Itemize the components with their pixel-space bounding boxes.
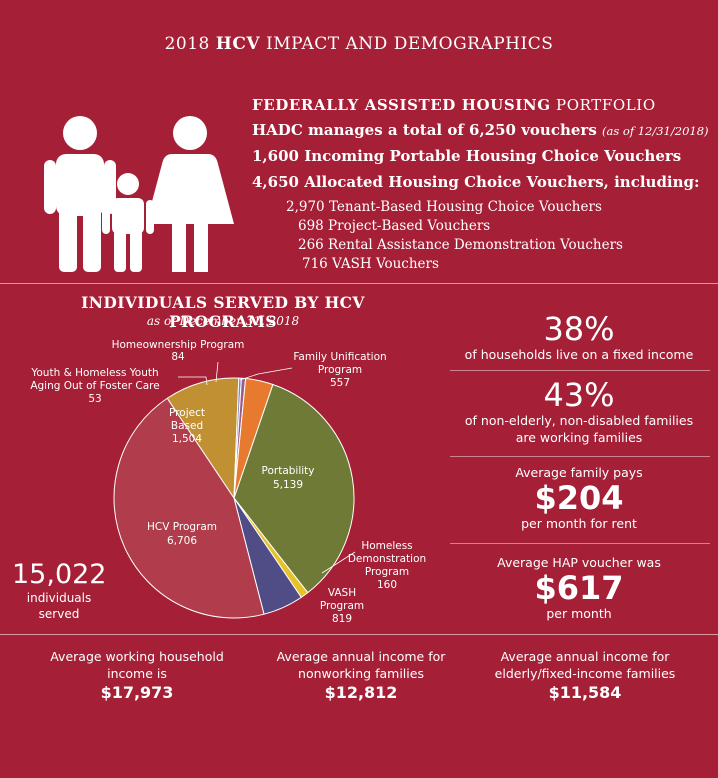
- hap-unit: per month: [546, 606, 612, 621]
- working-income-stat: Average working household income is $17,…: [22, 648, 252, 704]
- label-family-unification-name1: Family Unification: [293, 351, 386, 363]
- project-based-line: 698 Project-Based Vouchers: [298, 218, 491, 234]
- fixed-income-pct: 38%: [543, 310, 615, 348]
- rent-value: $204: [534, 479, 624, 517]
- label-project-based-name1: Project: [169, 407, 205, 419]
- elderly-income-stat: Average annual income for elderly/fixed-…: [470, 648, 700, 704]
- elderly-income-value: $11,584: [548, 683, 622, 702]
- fixed-income-text: of households live on a fixed income: [464, 347, 694, 362]
- working-families-text2: are working families: [515, 430, 643, 445]
- total-vouchers: HADC manages a total of 6,250 vouchers (…: [252, 121, 709, 139]
- hap-stat: Average HAP voucher was $617 per month: [440, 554, 718, 622]
- label-vash-name1: VASH: [328, 587, 356, 599]
- working-families-pct: 43%: [543, 376, 615, 414]
- family-icon: [44, 116, 234, 272]
- label-homeownership-name: Homeownership Program: [112, 339, 245, 351]
- pie-slice-portability: [233, 383, 355, 594]
- allocated-vouchers: 4,650 Allocated Housing Choice Vouchers,…: [252, 173, 700, 191]
- fixed-income-stat: 38% of households live on a fixed income: [440, 312, 718, 363]
- nonworking-income-line1: Average annual income for: [276, 649, 446, 664]
- working-income-line1: Average working household: [50, 649, 224, 664]
- label-portability-value: 5,139: [273, 479, 303, 491]
- label-hcv-value: 6,706: [167, 535, 197, 547]
- hap-value: $617: [534, 569, 624, 607]
- tenant-based-line: 2,970 Tenant-Based Housing Choice Vouche…: [286, 199, 602, 215]
- nonworking-income-stat: Average annual income for nonworking fam…: [246, 648, 476, 704]
- label-portability-name: Portability: [262, 465, 315, 477]
- label-family-unification-value: 557: [330, 377, 350, 389]
- label-youth-name1: Youth & Homeless Youth: [30, 367, 158, 379]
- working-income-line2: income is: [107, 666, 167, 681]
- label-homeless-demo-name1: Homeless: [361, 540, 412, 552]
- pie-slice-project-based: [166, 377, 240, 500]
- label-hcv-name: HCV Program: [147, 521, 217, 533]
- label-vash-name2: Program: [320, 600, 364, 612]
- stat-divider: [450, 370, 710, 371]
- elderly-income-line1: Average annual income for: [500, 649, 670, 664]
- label-youth-name2: Aging Out of Foster Care: [30, 380, 159, 392]
- nonworking-income-value: $12,812: [324, 683, 398, 702]
- rent-label: Average family pays: [515, 465, 643, 480]
- label-project-based-value: 1,504: [172, 433, 202, 445]
- total-individuals-label: individuals served: [26, 591, 92, 621]
- label-vash-value: 819: [332, 613, 352, 625]
- nonworking-income-line2: nonworking families: [298, 666, 424, 681]
- label-homeless-demo-value: 160: [377, 579, 397, 591]
- label-project-based-name2: Based: [171, 420, 203, 432]
- pie-slices: [113, 377, 355, 619]
- rent-unit: per month for rent: [521, 516, 637, 531]
- pie-slice-family-unification-program: [233, 378, 274, 499]
- label-family-unification-name2: Program: [318, 364, 362, 376]
- pie-slice-hcv-program: [113, 397, 265, 619]
- label-homeless-demo-name3: Program: [365, 566, 409, 578]
- total-individuals: 15,022 individuals served: [12, 560, 112, 622]
- stat-divider: [450, 543, 710, 544]
- rent-stat: Average family pays $204 per month for r…: [440, 464, 718, 532]
- working-families-text1: of non-elderly, non-disabled families: [464, 413, 694, 428]
- pie-chart: Homeownership Program 84 Family Unificat…: [30, 339, 426, 625]
- section-divider: [0, 283, 718, 284]
- label-homeless-demo-name2: Demonstration: [348, 553, 426, 565]
- incoming-vouchers: 1,600 Incoming Portable Housing Choice V…: [252, 147, 682, 165]
- label-youth-value: 53: [88, 393, 101, 405]
- page-title: 2018 HCV IMPACT AND DEMOGRAPHICS: [164, 34, 554, 54]
- label-homeownership-value: 84: [171, 351, 185, 363]
- elderly-income-line2: elderly/fixed-income families: [494, 666, 676, 681]
- working-income-value: $17,973: [100, 683, 174, 702]
- stat-divider: [450, 456, 710, 457]
- pie-leader-lines: [178, 361, 356, 574]
- individuals-subtitle: as of December 31, 2018: [146, 314, 300, 328]
- bottom-divider: [0, 634, 718, 635]
- working-families-stat: 43% of non-elderly, non-disabled familie…: [440, 378, 718, 446]
- rental-assistance-line: 266 Rental Assistance Demonstration Vouc…: [298, 237, 623, 253]
- hap-label: Average HAP voucher was: [497, 555, 661, 570]
- individuals-title: INDIVIDUALS SERVED BY HCV PROGRAMS: [81, 293, 365, 331]
- total-individuals-value: 15,022: [12, 559, 107, 590]
- vash-line: 716 VASH Vouchers: [302, 256, 439, 272]
- portfolio-heading: FEDERALLY ASSISTED HOUSING PORTFOLIO: [252, 96, 656, 114]
- portfolio-section: FEDERALLY ASSISTED HOUSING PORTFOLIO HAD…: [252, 96, 712, 275]
